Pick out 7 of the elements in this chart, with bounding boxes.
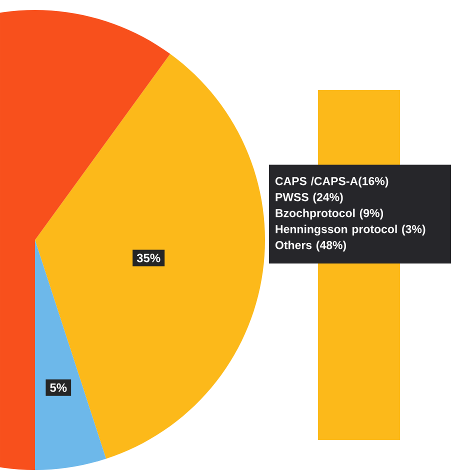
annotation: Others (48%) [275, 240, 346, 252]
annotation: Bzochprotocol (9%) [276, 208, 384, 220]
annotation: CAPS /CAPS-A(16%) [275, 176, 388, 188]
annotation: Henningsson protocol (3%) [276, 224, 426, 236]
data-label: 5% [50, 383, 67, 392]
data-label: 35% [136, 254, 160, 262]
annotation: PWSS (24%) [276, 192, 343, 204]
